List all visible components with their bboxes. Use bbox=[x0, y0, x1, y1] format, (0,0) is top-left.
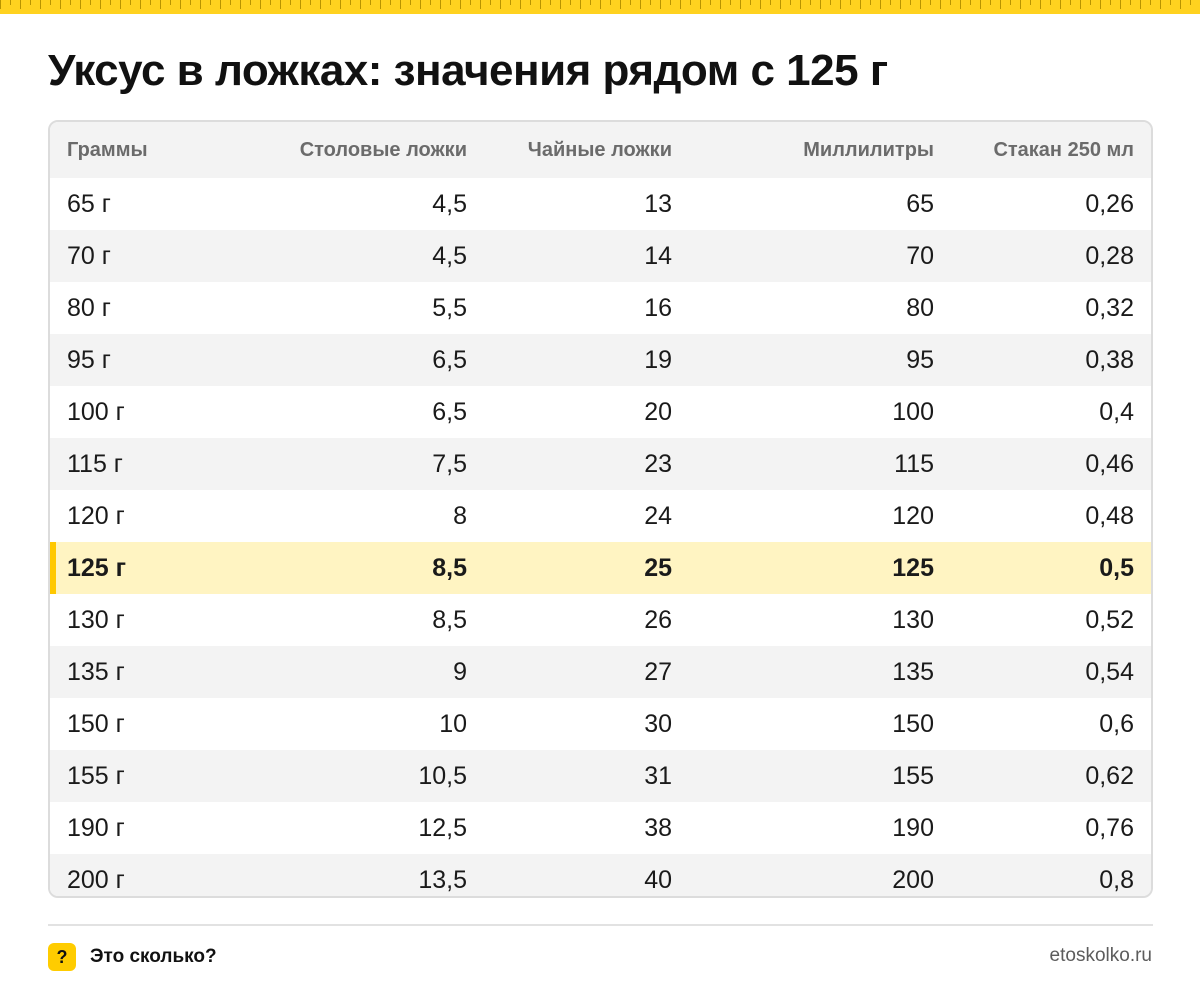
cell-tablespoons: 6,5 bbox=[432, 397, 467, 426]
cell-milliliters: 135 bbox=[892, 657, 934, 686]
cell-grams: 95 г bbox=[67, 345, 111, 374]
cell-milliliters: 115 bbox=[894, 449, 934, 478]
cell-grams: 100 г bbox=[67, 397, 125, 426]
cell-teaspoons: 16 bbox=[644, 293, 672, 322]
footer-divider bbox=[48, 924, 1153, 926]
cell-grams: 65 г bbox=[67, 189, 111, 218]
cell-grams: 130 г bbox=[67, 605, 125, 634]
cell-teaspoons: 14 bbox=[644, 241, 672, 270]
cell-grams: 190 г bbox=[67, 813, 125, 842]
cell-milliliters: 190 bbox=[892, 813, 934, 842]
cell-milliliters: 130 bbox=[892, 605, 934, 634]
table-row: 200 г 13,5 40 200 0,8 bbox=[50, 854, 1151, 896]
cell-tablespoons: 10 bbox=[439, 709, 467, 738]
cell-teaspoons: 26 bbox=[644, 605, 672, 634]
table-row: 130 г 8,5 26 130 0,52 bbox=[50, 594, 1151, 646]
cell-tablespoons: 9 bbox=[453, 657, 467, 686]
cell-teaspoons: 31 bbox=[644, 761, 672, 790]
cell-teaspoons: 13 bbox=[644, 189, 672, 218]
table-row: 65 г 4,5 13 65 0,26 bbox=[50, 178, 1151, 230]
cell-teaspoons: 38 bbox=[644, 813, 672, 842]
footer-brand: ? Это сколько? bbox=[48, 943, 217, 971]
cell-cup: 0,28 bbox=[1085, 241, 1134, 270]
cell-tablespoons: 8,5 bbox=[432, 605, 467, 634]
cell-tablespoons: 4,5 bbox=[432, 189, 467, 218]
cell-cup: 0,4 bbox=[1099, 397, 1134, 426]
cell-grams: 200 г bbox=[67, 865, 125, 894]
table-header: Граммы Столовые ложки Чайные ложки Милли… bbox=[50, 122, 1151, 178]
cell-grams: 135 г bbox=[67, 657, 125, 686]
cell-tablespoons: 10,5 bbox=[418, 761, 467, 790]
table-row: 190 г 12,5 38 190 0,76 bbox=[50, 802, 1151, 854]
cell-tablespoons: 13,5 bbox=[418, 865, 467, 894]
cell-grams: 70 г bbox=[67, 241, 111, 270]
cell-cup: 0,32 bbox=[1085, 293, 1134, 322]
cell-milliliters: 125 bbox=[892, 553, 934, 582]
cell-milliliters: 150 bbox=[892, 709, 934, 738]
header-cup: Стакан 250 мл bbox=[993, 138, 1134, 161]
table-body: 65 г 4,5 13 65 0,26 70 г 4,5 14 70 0,28 80 г 5,5 16 8… bbox=[50, 178, 1151, 896]
cell-tablespoons: 4,5 bbox=[432, 241, 467, 270]
cell-milliliters: 200 bbox=[892, 865, 934, 894]
cell-milliliters: 120 bbox=[892, 501, 934, 530]
table-row: 100 г 6,5 20 100 0,4 bbox=[50, 386, 1151, 438]
header-teaspoons: Чайные ложки bbox=[527, 138, 672, 161]
cell-grams: 80 г bbox=[67, 293, 111, 322]
cell-tablespoons: 7,5 bbox=[432, 449, 467, 478]
cell-cup: 0,52 bbox=[1085, 605, 1134, 634]
cell-cup: 0,76 bbox=[1085, 813, 1134, 842]
cell-tablespoons: 12,5 bbox=[418, 813, 467, 842]
cell-teaspoons: 24 bbox=[644, 501, 672, 530]
ruler-strip bbox=[0, 0, 1200, 14]
cell-teaspoons: 23 bbox=[644, 449, 672, 478]
cell-milliliters: 100 bbox=[892, 397, 934, 426]
cell-cup: 0,48 bbox=[1085, 501, 1134, 530]
question-icon: ? bbox=[48, 943, 76, 971]
header-tablespoons: Столовые ложки bbox=[299, 138, 467, 161]
cell-milliliters: 80 bbox=[906, 293, 934, 322]
page-title: Уксус в ложках: значения рядом с 125 г bbox=[48, 46, 888, 95]
table-row: 155 г 10,5 31 155 0,62 bbox=[50, 750, 1151, 802]
cell-milliliters: 95 bbox=[906, 345, 934, 374]
cell-tablespoons: 5,5 bbox=[432, 293, 467, 322]
table-row-highlighted: 125 г 8,5 25 125 0,5 bbox=[50, 542, 1151, 594]
table-row: 80 г 5,5 16 80 0,32 bbox=[50, 282, 1151, 334]
cell-cup: 0,62 bbox=[1085, 761, 1134, 790]
cell-teaspoons: 19 bbox=[644, 345, 672, 374]
site-url: etoskolko.ru bbox=[1049, 945, 1152, 966]
cell-teaspoons: 25 bbox=[644, 553, 672, 582]
cell-cup: 0,46 bbox=[1085, 449, 1134, 478]
header-grams: Граммы bbox=[67, 138, 148, 161]
cell-milliliters: 155 bbox=[892, 761, 934, 790]
table-row: 150 г 10 30 150 0,6 bbox=[50, 698, 1151, 750]
conversion-table: Граммы Столовые ложки Чайные ложки Милли… bbox=[48, 120, 1153, 898]
table-row: 70 г 4,5 14 70 0,28 bbox=[50, 230, 1151, 282]
table-row: 120 г 8 24 120 0,48 bbox=[50, 490, 1151, 542]
cell-milliliters: 70 bbox=[906, 241, 934, 270]
table-row: 95 г 6,5 19 95 0,38 bbox=[50, 334, 1151, 386]
cell-grams: 125 г bbox=[67, 553, 127, 582]
cell-tablespoons: 8 bbox=[453, 501, 467, 530]
cell-cup: 0,5 bbox=[1099, 553, 1134, 582]
cell-cup: 0,6 bbox=[1099, 709, 1134, 738]
cell-teaspoons: 40 bbox=[644, 865, 672, 894]
cell-teaspoons: 30 bbox=[644, 709, 672, 738]
table-row: 115 г 7,5 23 115 0,46 bbox=[50, 438, 1151, 490]
cell-milliliters: 65 bbox=[906, 189, 934, 218]
cell-cup: 0,26 bbox=[1085, 189, 1134, 218]
cell-teaspoons: 20 bbox=[644, 397, 672, 426]
cell-cup: 0,8 bbox=[1099, 865, 1134, 894]
cell-tablespoons: 8,5 bbox=[432, 553, 467, 582]
cell-grams: 155 г bbox=[67, 761, 125, 790]
header-milliliters: Миллилитры bbox=[803, 138, 934, 161]
table-row: 135 г 9 27 135 0,54 bbox=[50, 646, 1151, 698]
cell-teaspoons: 27 bbox=[644, 657, 672, 686]
cell-cup: 0,54 bbox=[1085, 657, 1134, 686]
cell-grams: 120 г bbox=[67, 501, 125, 530]
cell-tablespoons: 6,5 bbox=[432, 345, 467, 374]
brand-name: Это сколько? bbox=[90, 946, 217, 967]
cell-grams: 150 г bbox=[67, 709, 125, 738]
cell-cup: 0,38 bbox=[1085, 345, 1134, 374]
cell-grams: 115 г bbox=[67, 449, 123, 478]
